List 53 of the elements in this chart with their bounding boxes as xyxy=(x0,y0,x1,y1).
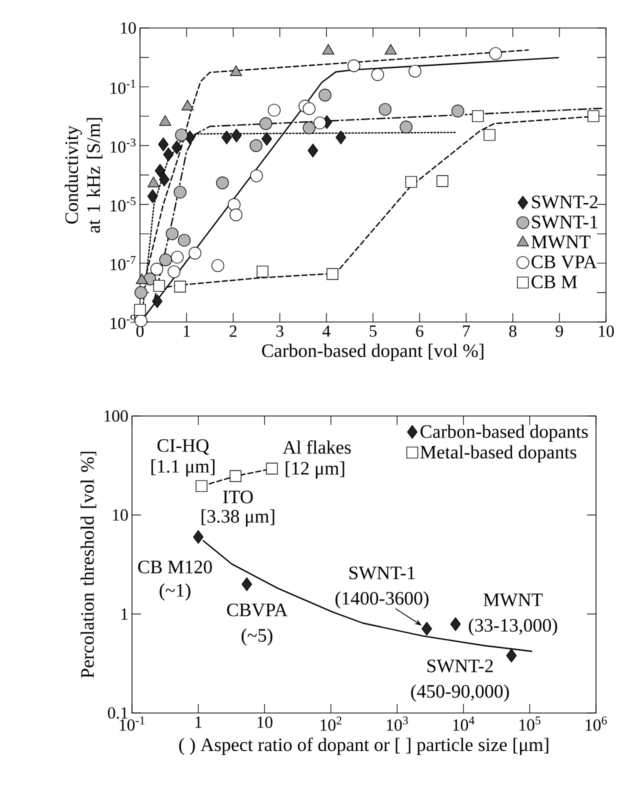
annotation: CB M120 xyxy=(138,560,212,574)
legend-label: SWNT-2 xyxy=(532,196,598,208)
x-tick-label: 2 xyxy=(230,326,236,337)
x-tick-label: 10 xyxy=(599,326,614,337)
x-tick-label: 6 xyxy=(416,326,424,337)
x-tick-label: 5 xyxy=(370,326,377,337)
y-tick-label: 10$^{-3}$ xyxy=(110,138,136,153)
annotation: CI-HQ xyxy=(157,439,209,455)
legend-label: CB VPA xyxy=(532,256,597,268)
y-tick-label: 10$^{-7}$ xyxy=(110,256,136,270)
x-tick-label: 10 xyxy=(258,716,272,728)
y-tick-label: 1 xyxy=(121,608,128,620)
legend-label: SWNT-1 xyxy=(532,216,598,228)
x-tick-label: 10$^{3}$ xyxy=(386,716,408,731)
x-tick-label: 4 xyxy=(322,326,330,337)
legend-label: CB M xyxy=(532,276,578,288)
annotation: (450-90,000) xyxy=(411,684,509,702)
y-tick-label: 0.1 xyxy=(108,707,128,719)
annotation: MWNT xyxy=(484,594,543,606)
annotation: (~5) xyxy=(242,628,272,646)
y-tick-label: 10 xyxy=(121,22,136,34)
x-tick-label: 10$^{4}$ xyxy=(453,716,474,731)
x-tick-label: 1 xyxy=(196,716,202,728)
annotation: (33-13,000) xyxy=(468,618,558,636)
x-tick-label: 9 xyxy=(556,326,563,337)
annotation: [1.1 μm] xyxy=(151,459,214,477)
y-tick-label: 10$^{-5}$ xyxy=(110,197,136,212)
annotation: (~1) xyxy=(160,583,190,601)
annotation: CBVPA xyxy=(227,604,288,616)
legend-label: MWNT xyxy=(531,236,590,248)
annotation: (1400-3600) xyxy=(336,591,428,609)
y-axis-title: Conductivity at 1 kHz [S/m] xyxy=(64,118,102,233)
y-tick-label: 100 xyxy=(104,410,128,422)
x-axis-title: Carbon-based dopant [vol %] xyxy=(262,344,484,361)
x-tick-label: 7 xyxy=(463,326,470,337)
y-axis-title: Percolation threshold [vol %] xyxy=(80,452,96,678)
annotation: ITO xyxy=(223,490,253,504)
y-tick-label: 10 xyxy=(113,509,128,521)
annotation: Al flakes xyxy=(282,440,351,454)
x-tick-label: 10$^{2}$ xyxy=(320,716,342,731)
x-tick-label: 10$^{6}$ xyxy=(586,716,607,731)
y-tick-label: 10$^{-1}$ xyxy=(110,80,136,94)
annotation: [12 μm] xyxy=(286,461,344,479)
annotation: SWNT-2 xyxy=(427,660,493,672)
x-tick-label: 8 xyxy=(509,326,516,337)
x-axis-title: ( ) Aspect ratio of dopant or [ ] particle size [μm] xyxy=(179,738,548,755)
annotation: SWNT-1 xyxy=(349,566,415,580)
x-tick-label: 10$^{5}$ xyxy=(520,716,540,731)
legend-label: Metal-based dopants xyxy=(420,445,576,462)
annotation: [3.38 μm] xyxy=(202,509,274,527)
x-tick-label: 1 xyxy=(184,326,190,337)
x-tick-label: 3 xyxy=(276,326,284,337)
legend-label: Carbon-based dopants xyxy=(420,424,588,442)
